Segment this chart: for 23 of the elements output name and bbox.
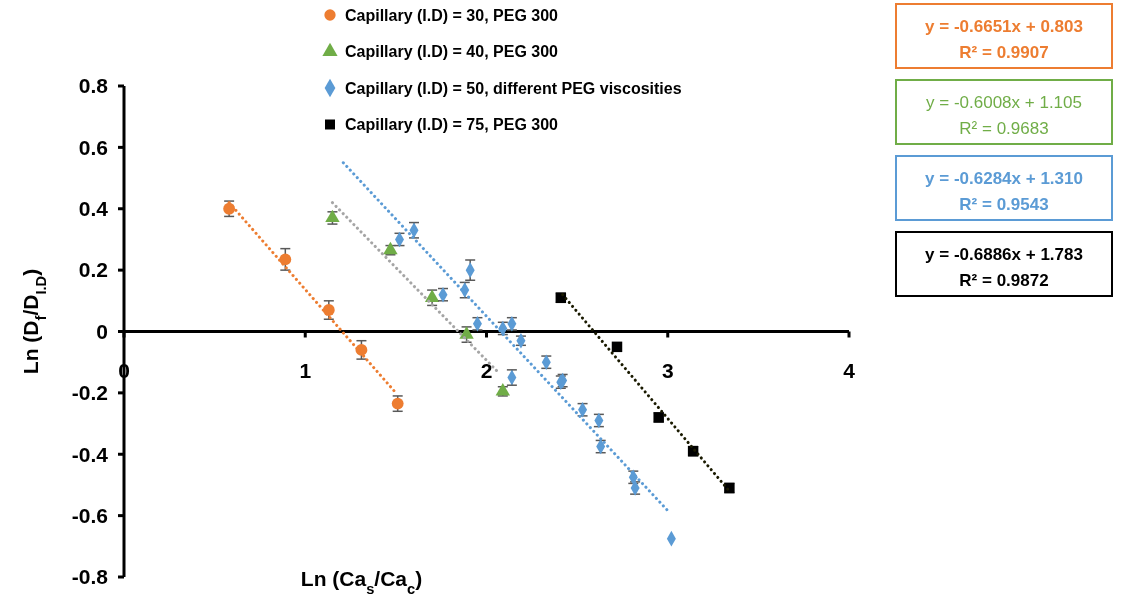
- text: y = -0.6651x + 0.803 R² = 0.9907: [925, 16, 1083, 62]
- y-tick-label: -0.4: [71, 442, 109, 466]
- x-tick-label: 1: [299, 358, 312, 382]
- y-tick-label: -0.8: [71, 565, 109, 589]
- legend-label: Capillary (I.D) = 40, PEG 300: [345, 43, 559, 61]
- text: y = -0.6008x + 1.105 R² = 0.9683: [926, 92, 1082, 138]
- x-tick-label: 4: [843, 358, 856, 382]
- y-tick-label: 0.8: [78, 74, 109, 98]
- text: y = -0.6284x + 1.310 R² = 0.9543: [925, 168, 1083, 214]
- y-tick-label: -0.2: [71, 381, 108, 405]
- point: [611, 341, 623, 353]
- y-tick-label: 0.2: [78, 258, 108, 282]
- x-tick-label: 3: [661, 358, 674, 382]
- legend-label: Capillary (I.D) = 50, different PEG viscosities: [345, 79, 682, 97]
- x-tick-label: 2: [480, 358, 493, 382]
- y-tick-label: 0.4: [78, 197, 109, 221]
- legend-label: Capillary (I.D) = 30, PEG 300: [345, 6, 559, 24]
- text: y = -0.6886x + 1.783 R² = 0.9872: [925, 244, 1083, 290]
- x-axis-title: Ln (Ca$_{s}$/Ca$_{c}$): [300, 567, 423, 597]
- y-tick-label: 0.6: [78, 135, 108, 159]
- y-tick-label: 0: [96, 319, 108, 343]
- y-tick-label: -0.6: [71, 503, 108, 527]
- legend-label: Capillary (I.D) = 75, PEG 300: [345, 116, 559, 134]
